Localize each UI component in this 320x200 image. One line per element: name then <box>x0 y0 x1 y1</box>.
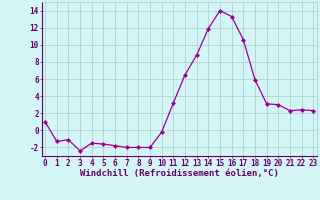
X-axis label: Windchill (Refroidissement éolien,°C): Windchill (Refroidissement éolien,°C) <box>80 169 279 178</box>
